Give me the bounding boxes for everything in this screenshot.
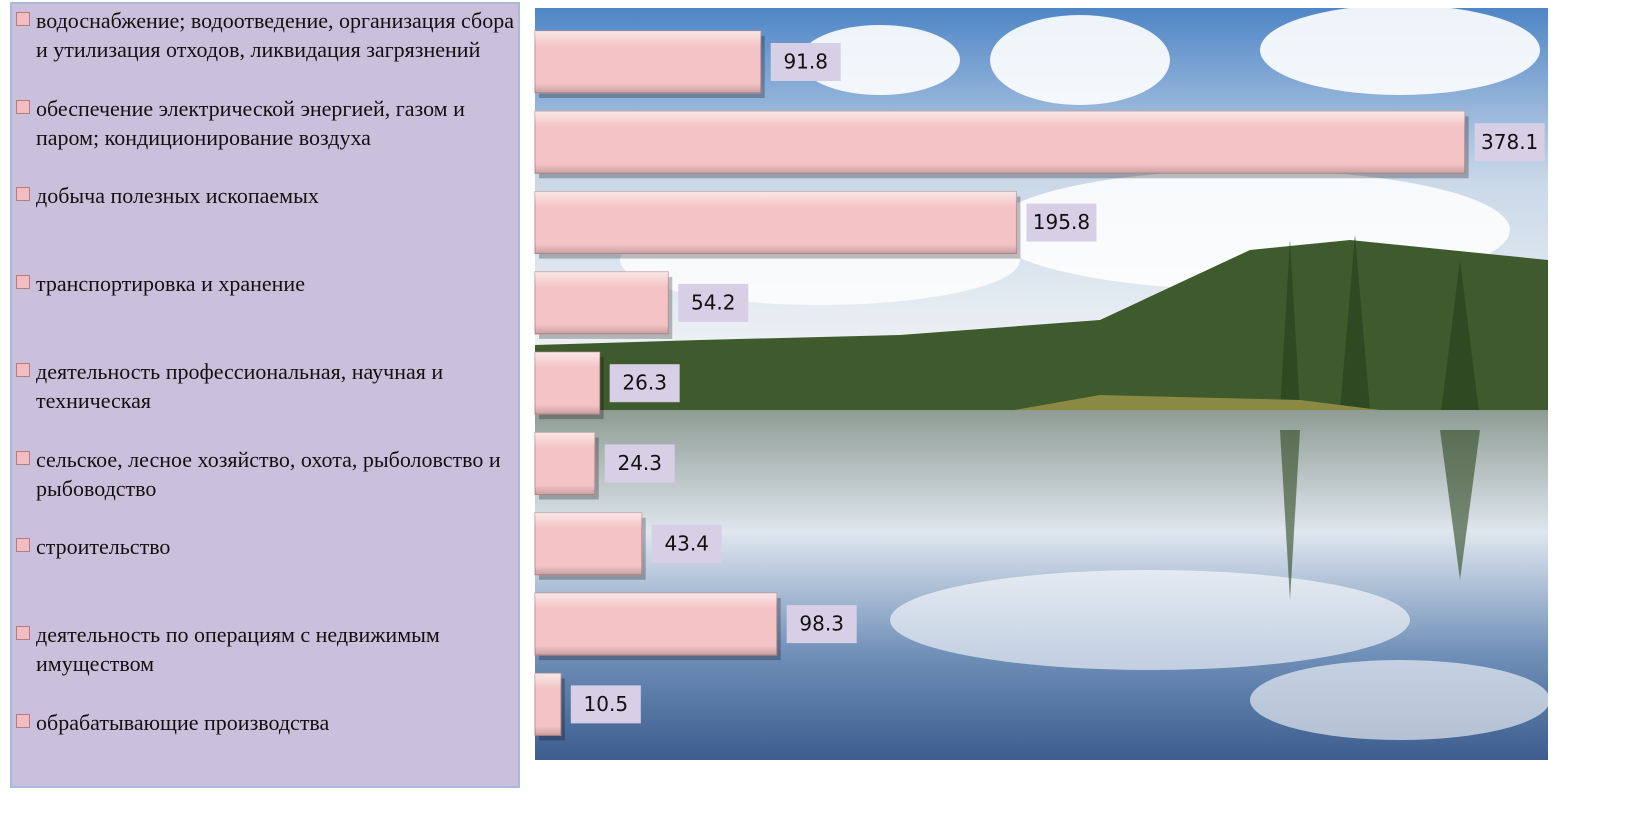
bar-bevel — [535, 111, 1465, 173]
bar-bevel — [535, 593, 777, 655]
legend-swatch — [16, 626, 30, 640]
bar-bevel — [535, 352, 600, 414]
legend-item: деятельность по операциям с недвижимым и… — [16, 620, 526, 678]
legend-swatch — [16, 451, 30, 465]
value-label: 43.4 — [664, 531, 709, 555]
legend-swatch — [16, 538, 30, 552]
legend-swatch — [16, 275, 30, 289]
value-label: 378.1 — [1481, 130, 1538, 154]
bar-bevel — [535, 31, 761, 93]
legend-swatch — [16, 187, 30, 201]
value-label: 54.2 — [691, 290, 736, 314]
legend-swatch — [16, 100, 30, 114]
legend-item: добыча полезных ископаемых — [16, 181, 526, 210]
legend-swatch — [16, 714, 30, 728]
bar-bevel — [535, 272, 668, 334]
legend-label: водоснабжение; водоотведение, организаци… — [36, 6, 526, 64]
legend: водоснабжение; водоотведение, организаци… — [10, 2, 520, 788]
legend-label: добыча полезных ископаемых — [36, 181, 319, 210]
legend-item: строительство — [16, 532, 526, 561]
legend-item: деятельность профессиональная, научная и… — [16, 357, 526, 415]
legend-label: строительство — [36, 532, 170, 561]
page: 91.8 378.1 195.8 54.2 26.3 24.3 43.4 98.3 10.5 в… — [0, 0, 1631, 837]
legend-swatch — [16, 12, 30, 26]
legend-item: обеспечение электрической энергией, газо… — [16, 94, 526, 152]
value-label: 26.3 — [622, 371, 667, 395]
legend-label: деятельность профессиональная, научная и… — [36, 357, 526, 415]
bar-bevel — [535, 513, 642, 575]
value-label: 24.3 — [617, 451, 662, 475]
legend-item: обрабатывающие производства — [16, 708, 526, 737]
legend-label: сельское, лесное хозяйство, охота, рыбол… — [36, 445, 526, 503]
legend-label: деятельность по операциям с недвижимым и… — [36, 620, 526, 678]
value-label: 98.3 — [799, 612, 844, 636]
legend-item: сельское, лесное хозяйство, охота, рыбол… — [16, 445, 526, 503]
bar-bevel — [535, 192, 1016, 254]
bar-bevel — [535, 433, 595, 495]
legend-swatch — [16, 363, 30, 377]
legend-label: обеспечение электрической энергией, газо… — [36, 94, 526, 152]
value-label: 91.8 — [783, 50, 828, 74]
legend-label: обрабатывающие производства — [36, 708, 329, 737]
value-label: 195.8 — [1033, 210, 1090, 234]
bar-bevel — [535, 673, 561, 735]
value-label: 10.5 — [584, 692, 629, 716]
legend-label: транспортировка и хранение — [36, 269, 305, 298]
legend-item: водоснабжение; водоотведение, организаци… — [16, 6, 526, 64]
legend-item: транспортировка и хранение — [16, 269, 526, 298]
